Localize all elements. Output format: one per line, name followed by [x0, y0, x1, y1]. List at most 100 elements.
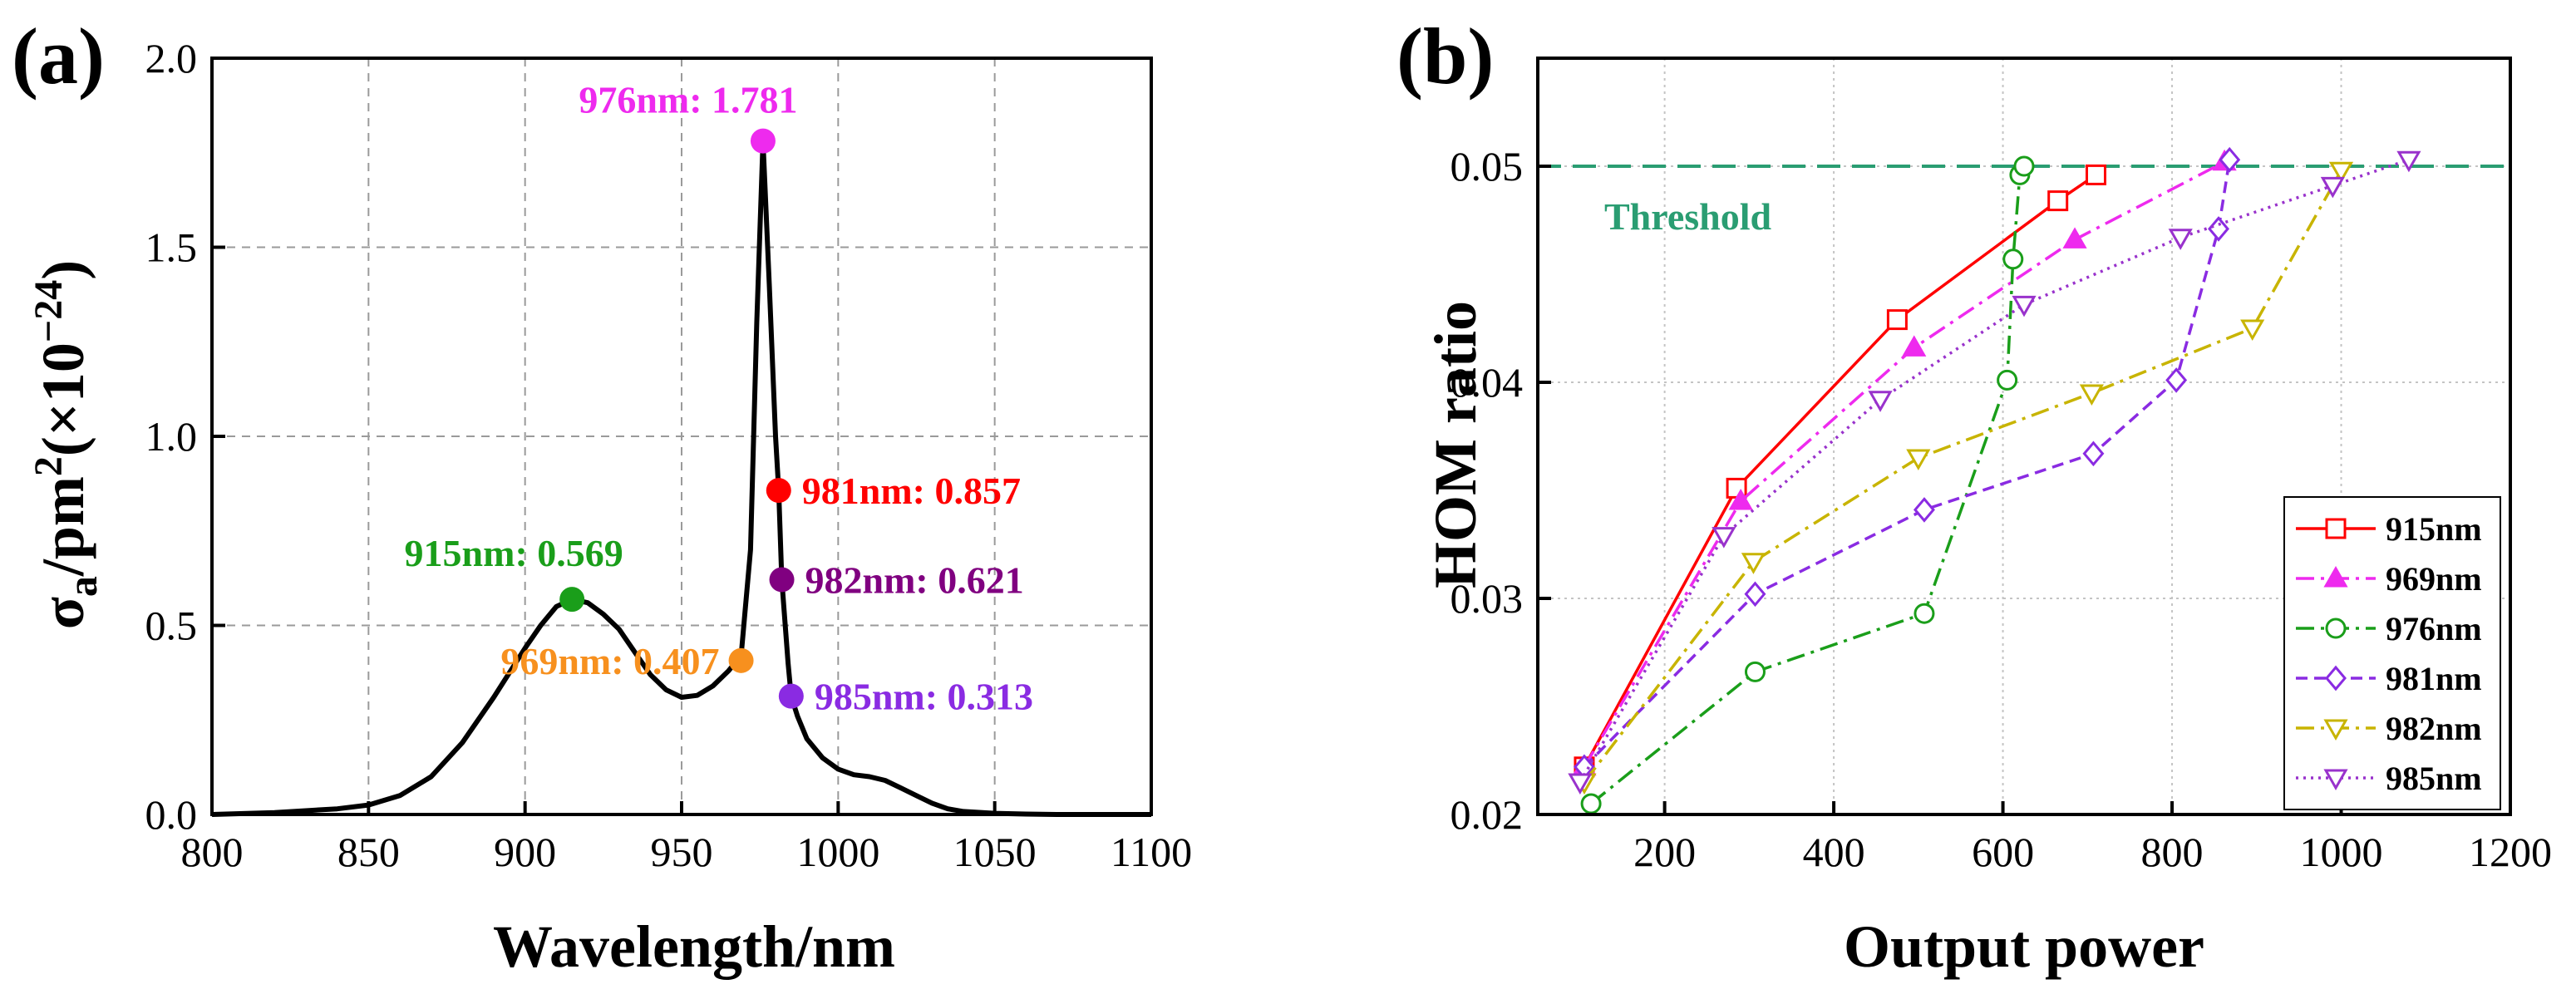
panel-b-data-point	[1997, 369, 2018, 391]
panel-b-legend-swatch-marker	[2325, 665, 2347, 691]
panel-b-legend-label: 982nm	[2386, 710, 2482, 747]
panel-b-legend-label: 969nm	[2386, 560, 2482, 598]
panel-b-data-point	[1580, 793, 1602, 814]
panel-a-marker-point	[778, 683, 804, 709]
panel-b: (b) Threshold 200 400 600 800 1000 1200 0.02 0.…	[1396, 12, 2552, 980]
panel-b-legend-label: 976nm	[2386, 610, 2482, 647]
panel-a-x-axis-title: Wavelength/nm	[493, 913, 895, 980]
panel-b-plot-frame	[1536, 57, 2512, 816]
panel-b-x-tick-label: 400	[1803, 829, 1865, 875]
panel-a-y-tick-label: 0.0	[145, 791, 198, 838]
panel-b-x-tick-label: 600	[1972, 829, 2034, 875]
panel-b-series-line	[1583, 160, 2225, 768]
panel-b-x-tick-label: 800	[2141, 829, 2204, 875]
panel-b-data-point	[2047, 190, 2069, 212]
panel-b-y-tick-label: 0.02	[1451, 791, 1524, 838]
panel-a-grid	[212, 58, 1151, 814]
panel-b-x-tick-label: 1200	[2469, 829, 2552, 875]
panel-b-y-axis-title: HOM ratio	[1422, 301, 1489, 588]
panel-b-legend-swatch-marker	[2325, 618, 2347, 639]
panel-a-marker-point	[766, 478, 791, 504]
panel-a-x-tick-label: 900	[494, 829, 556, 875]
panel-b-legend-label: 985nm	[2386, 760, 2482, 797]
panel-a-ticks: 800 850 900 950 1000 1050 1100 0.0 0.5 1.0 1.5 2.0	[145, 35, 1193, 875]
panel-a-curve-group	[211, 138, 1151, 817]
panel-b-series-982nm	[1572, 161, 2354, 795]
panel-b-data-point	[1712, 527, 1736, 549]
panel-a-x-tick-label: 1100	[1111, 829, 1192, 875]
panel-a-y-tick-label: 0.5	[145, 603, 198, 649]
panel-b-data-point	[1886, 309, 1908, 331]
panel-a-marker-label: 982nm: 0.621	[805, 559, 1024, 601]
panel-b-data-point	[2396, 150, 2421, 173]
panel-b-data-point	[2320, 176, 2345, 199]
panel-b-data-point	[2012, 295, 2037, 317]
panel-b-y-tick-label: 0.05	[1451, 143, 1524, 189]
panel-b-data-point	[1741, 553, 1766, 574]
panel-b-data-point	[2208, 216, 2229, 242]
panel-b-legend-swatch-marker	[2323, 565, 2348, 588]
panel-b-data-point	[2079, 384, 2104, 406]
panel-b-x-tick-label: 200	[1633, 829, 1696, 875]
panel-a: (a) 915nm: 0.569 969nm: 0.407 976nm: 1.781…	[12, 12, 1192, 980]
panel-a-label: (a)	[12, 12, 105, 101]
panel-a-marker-label: 981nm: 0.857	[802, 470, 1021, 512]
panel-b-data-point	[2165, 367, 2188, 393]
panel-b-series-line	[1583, 170, 2343, 784]
panel-a-absorption-curve	[211, 138, 1151, 817]
panel-b-data-point	[2013, 155, 2035, 177]
panel-a-marker-label: 969nm: 0.407	[500, 640, 719, 682]
panel-b-legend-label: 981nm	[2386, 660, 2482, 697]
panel-b-data-point	[1744, 661, 1766, 682]
panel-a-marker-point	[769, 567, 795, 593]
panel-b-legend-swatch-marker	[2325, 518, 2347, 539]
panel-b-data-point	[2168, 229, 2193, 250]
panel-b-series	[1568, 146, 2421, 814]
panel-a-marker-label: 976nm: 1.781	[579, 79, 797, 121]
panel-a-y-tick-label: 1.0	[145, 413, 198, 460]
panel-b-data-point	[1568, 773, 1593, 795]
panel-a-x-tick-label: 850	[337, 829, 400, 875]
panel-b-series-985nm	[1568, 150, 2421, 795]
panel-b-data-point	[1744, 581, 1766, 608]
panel-a-marker-point	[750, 128, 776, 154]
panel-b-data-point	[1868, 391, 1893, 412]
panel-b-series-969nm	[1572, 149, 2237, 776]
panel-a-x-tick-label: 800	[181, 829, 244, 875]
panel-b-data-point	[2062, 227, 2087, 248]
panel-b-data-point	[2002, 248, 2024, 270]
panel-a-marker-point	[728, 647, 754, 673]
panel-b-series-976nm	[1580, 155, 2035, 814]
panel-b-series-line	[1590, 165, 2026, 805]
panel-b-x-axis-title: Output power	[1844, 913, 2204, 980]
panel-b-threshold: Threshold	[1538, 165, 2510, 238]
panel-a-y-tick-label: 2.0	[145, 35, 198, 81]
panel-b-data-point	[1914, 603, 1935, 624]
panel-b-label: (b)	[1396, 12, 1494, 101]
panel-b-legend-label: 915nm	[2386, 510, 2482, 548]
panel-b-series-line	[1583, 159, 2231, 769]
panel-b-series-981nm	[1573, 146, 2241, 780]
panel-b-data-point	[2240, 319, 2265, 342]
panel-a-marker-point	[559, 587, 585, 613]
panel-b-threshold-label: Threshold	[1604, 195, 1772, 238]
panel-b-data-point	[1913, 497, 1935, 523]
panel-a-marker-label: 915nm: 0.569	[405, 532, 623, 574]
panel-a-y-axis-title: σa/pm2(×10−24)	[27, 260, 106, 630]
panel-b-series-915nm	[1574, 164, 2106, 778]
panel-a-x-tick-label: 1050	[953, 829, 1037, 875]
panel-b-data-point	[2085, 164, 2106, 185]
panel-a-y-tick-label: 1.5	[145, 224, 198, 271]
panel-a-markers: 915nm: 0.569 969nm: 0.407 976nm: 1.781 981n…	[405, 79, 1034, 718]
panel-a-x-tick-label: 950	[651, 829, 713, 875]
panel-b-ticks: 200 400 600 800 1000 1200 0.02 0.03 0.04 0.05	[1451, 143, 2553, 875]
panel-b-legend-box	[2283, 496, 2501, 810]
panel-b-legend: 915nm 969nm 976nm 981nm 982nm 985nm	[2283, 496, 2501, 810]
panel-a-marker-label: 985nm: 0.313	[815, 676, 1033, 718]
panel-b-legend-swatch-marker	[2323, 719, 2348, 741]
panel-b-data-point	[2082, 440, 2105, 467]
panel-b-data-point	[1902, 335, 1927, 357]
panel-b-y-tick-label: 0.04	[1451, 359, 1524, 406]
panel-b-legend-swatch-marker	[2323, 769, 2348, 791]
